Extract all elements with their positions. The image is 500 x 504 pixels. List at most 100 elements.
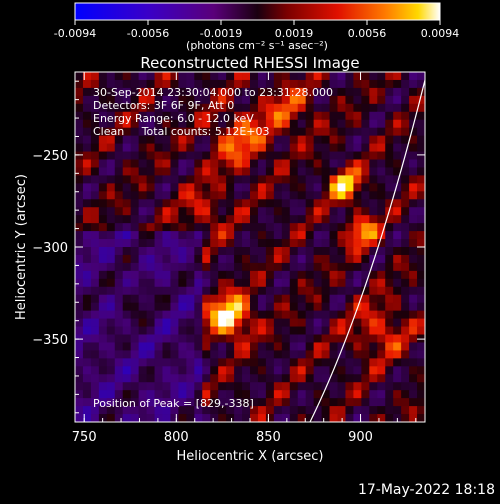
heatmap-cell: [146, 414, 155, 422]
heatmap-cell: [226, 72, 235, 81]
heatmap-cell: [138, 183, 147, 192]
heatmap-cell: [305, 318, 315, 327]
heatmap-cell: [234, 326, 243, 335]
heatmap-cell: [409, 72, 418, 81]
heatmap-cell: [186, 326, 195, 335]
heatmap-cell: [226, 414, 235, 422]
heatmap-cell: [305, 231, 315, 240]
heatmap-cell: [218, 151, 227, 160]
heatmap-cell: [337, 358, 346, 367]
heatmap-cell: [138, 247, 147, 256]
heatmap-cell: [122, 310, 132, 319]
heatmap-cell: [138, 278, 147, 288]
heatmap-cell: [178, 414, 187, 422]
heatmap-cell: [114, 350, 124, 359]
heatmap-cell: [337, 79, 346, 89]
heatmap-cell: [82, 239, 92, 248]
heatmap-cell: [329, 159, 338, 168]
heatmap-cell: [369, 191, 378, 200]
heatmap-cell: [265, 398, 275, 407]
heatmap-cell: [281, 414, 291, 422]
heatmap-cell: [75, 390, 84, 399]
heatmap-cell: [114, 414, 124, 422]
heatmap-cell: [75, 215, 84, 224]
heatmap-cell: [297, 414, 307, 422]
heatmap-cell: [289, 199, 299, 208]
heatmap-cell: [289, 207, 299, 216]
heatmap-cell: [345, 79, 354, 89]
heatmap-cell: [393, 334, 402, 343]
heatmap-cell: [329, 414, 338, 422]
heatmap-cell: [297, 207, 307, 216]
heatmap-cell: [82, 151, 92, 160]
heatmap-cell: [313, 183, 322, 192]
heatmap-cell: [186, 334, 195, 343]
heatmap-cell: [146, 215, 155, 224]
heatmap-cell: [178, 159, 187, 168]
heatmap-cell: [289, 151, 299, 160]
heatmap-cell: [218, 350, 227, 359]
heatmap-cell: [393, 294, 402, 304]
heatmap-cell: [170, 270, 179, 280]
heatmap-cell: [218, 342, 227, 351]
heatmap-cell: [75, 270, 84, 280]
heatmap-cell: [321, 87, 330, 97]
heatmap-cell: [257, 95, 267, 105]
heatmap-cell: [170, 72, 179, 81]
heatmap-cell: [273, 191, 283, 200]
heatmap-cell: [337, 239, 346, 248]
heatmap-cell: [361, 286, 370, 296]
heatmap-cell: [90, 254, 100, 264]
heatmap-cell: [369, 111, 378, 121]
heatmap-cell: [114, 167, 124, 176]
heatmap-cell: [90, 247, 100, 256]
heatmap-cell: [162, 87, 171, 97]
heatmap-cell: [345, 254, 354, 264]
heatmap-cell: [210, 326, 219, 335]
heatmap-cell: [194, 231, 203, 240]
heatmap-cell: [385, 398, 394, 407]
heatmap-cell: [329, 223, 338, 232]
heatmap-cell: [305, 103, 315, 113]
heatmap-cell: [226, 119, 235, 129]
heatmap-cell: [305, 79, 315, 89]
x-tick-label: 850: [256, 430, 281, 445]
heatmap-cell: [178, 111, 187, 121]
heatmap-cell: [194, 111, 203, 121]
heatmap-cell: [162, 398, 171, 407]
heatmap-cell: [401, 143, 410, 152]
heatmap-cell: [361, 72, 370, 81]
heatmap-cell: [178, 318, 187, 327]
heatmap-cell: [226, 239, 235, 248]
heatmap-cell: [186, 270, 195, 280]
heatmap-cell: [337, 294, 346, 304]
heatmap-cell: [377, 167, 386, 176]
heatmap-cell: [194, 334, 203, 343]
heatmap-cell: [265, 270, 275, 280]
heatmap-cell: [345, 278, 354, 288]
heatmap-cell: [210, 143, 219, 152]
heatmap-cell: [162, 247, 171, 256]
heatmap-cell: [90, 318, 100, 327]
heatmap-cell: [401, 318, 410, 327]
heatmap-cell: [305, 239, 315, 248]
heatmap-cell: [401, 111, 410, 121]
heatmap-cell: [226, 103, 235, 113]
heatmap-cell: [90, 191, 100, 200]
heatmap-cell: [265, 247, 275, 256]
heatmap-cell: [114, 72, 124, 81]
heatmap-cell: [75, 302, 84, 312]
heatmap-cell: [250, 103, 259, 113]
heatmap-cell: [122, 239, 132, 248]
heatmap-cell: [417, 167, 425, 176]
heatmap-cell: [377, 72, 386, 81]
heatmap-cell: [369, 247, 378, 256]
heatmap-cell: [210, 151, 219, 160]
heatmap-cell: [250, 183, 259, 192]
heatmap-cell: [178, 342, 187, 351]
heatmap-cell: [409, 350, 418, 359]
heatmap-cell: [218, 119, 227, 129]
heatmap-cell: [210, 262, 219, 272]
heatmap-cell: [250, 135, 259, 144]
y-axis-label: Heliocentric Y (arcsec): [14, 174, 29, 320]
